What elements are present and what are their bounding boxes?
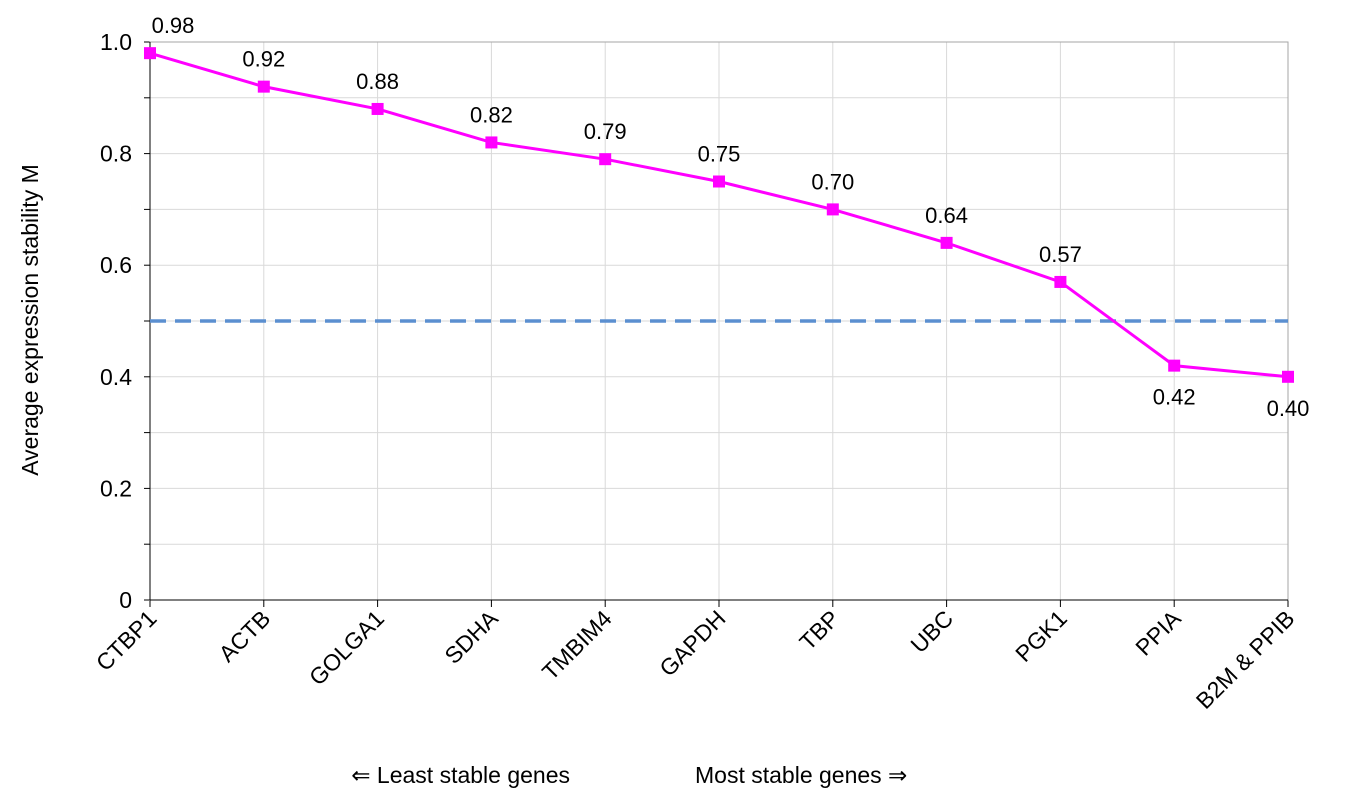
y-tick-label: 0.8 [100, 141, 132, 167]
data-label: 0.79 [584, 119, 627, 144]
y-tick-label: 0.4 [100, 364, 132, 390]
x-tick-label: TMBIM4 [537, 605, 617, 685]
data-label: 0.42 [1153, 385, 1196, 410]
data-label: 0.82 [470, 102, 513, 127]
y-tick-label: 0.6 [100, 252, 132, 278]
y-tick-label: 0 [119, 587, 132, 613]
data-label: 0.88 [356, 69, 399, 94]
x-tick-label: B2M & PPIB [1191, 605, 1300, 714]
x-tick-label: GOLGA1 [304, 605, 389, 690]
data-label: 0.57 [1039, 242, 1082, 267]
x-tick-label: PPIA [1130, 605, 1186, 661]
y-tick-label: 0.2 [100, 475, 132, 501]
x-tick-label: GAPDH [654, 605, 730, 681]
x-tick-label: CTBP1 [91, 605, 162, 676]
marker [371, 102, 384, 115]
marker [1282, 370, 1294, 383]
y-tick-label: 1.0 [100, 29, 132, 55]
marker [1168, 359, 1181, 372]
x-tick-label: UBC [905, 605, 958, 658]
marker [485, 136, 498, 149]
marker [599, 153, 612, 166]
marker [257, 80, 270, 93]
data-label: 0.40 [1267, 396, 1310, 421]
marker [826, 203, 839, 216]
data-label: 0.70 [811, 169, 854, 194]
data-label: 0.98 [152, 13, 195, 38]
x-tick-label: ACTB [214, 605, 276, 667]
x-axis-label: ⇐ Least stable genes [351, 762, 570, 788]
marker [713, 175, 725, 188]
marker [144, 47, 156, 60]
y-axis-label: Average expression stability M [17, 164, 43, 476]
marker [1054, 275, 1067, 288]
x-axis-label: Most stable genes ⇒ [695, 762, 907, 788]
data-label: 0.92 [242, 47, 285, 72]
x-tick-label: SDHA [439, 605, 503, 669]
x-tick-label: TBP [794, 605, 844, 655]
data-label: 0.64 [925, 203, 968, 228]
x-tick-label: PGK1 [1010, 605, 1072, 667]
marker [940, 236, 953, 249]
data-label: 0.75 [698, 142, 741, 167]
